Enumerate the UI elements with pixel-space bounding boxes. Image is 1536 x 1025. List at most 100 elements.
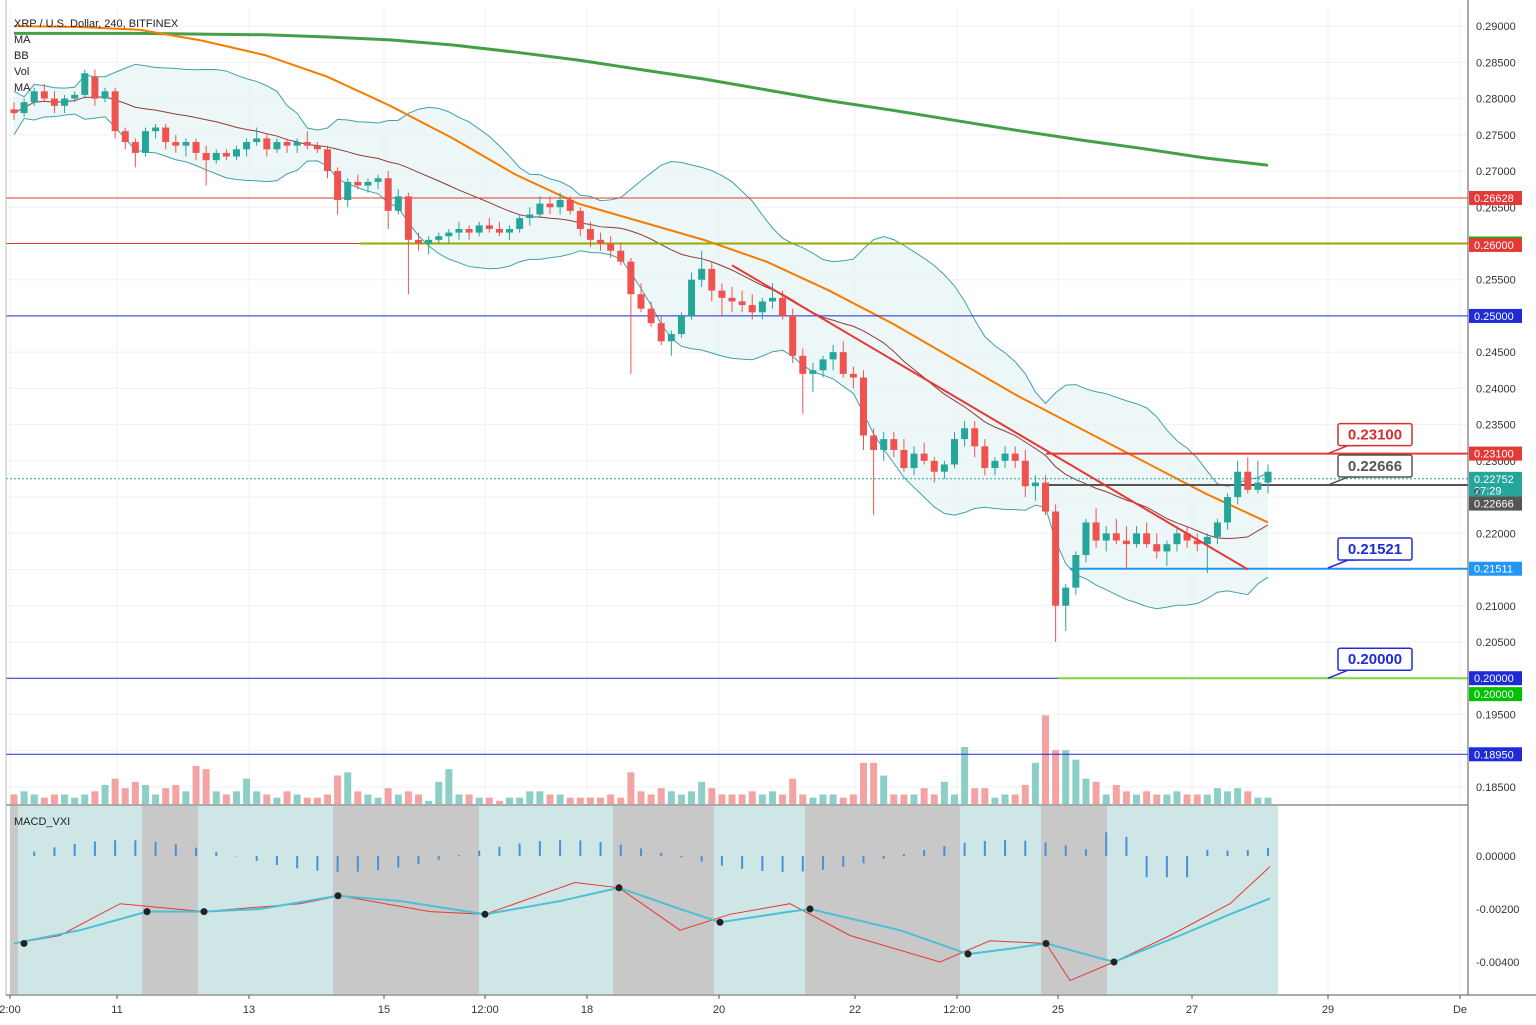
candle-body: [131, 142, 139, 153]
macd-cross-dot: [1042, 939, 1050, 947]
callout-box: [1337, 647, 1413, 671]
candle-body: [1143, 533, 1151, 545]
descending-trendline: [731, 264, 1249, 571]
candle-body: [789, 315, 797, 356]
volume-bar: [50, 794, 58, 804]
volume-bar: [617, 797, 625, 804]
volume-bar: [384, 788, 392, 804]
macd-signal-line: [13, 866, 1271, 982]
candle-body: [40, 91, 48, 99]
time-tick-label: 20: [713, 1004, 725, 1016]
price-tick-label: 0.23500: [1476, 420, 1516, 432]
indicator-ma-1[interactable]: MA: [14, 34, 31, 46]
volume-layer: [10, 715, 1272, 804]
price-tag-label: 0.21511: [1474, 564, 1513, 576]
candle-body: [859, 377, 867, 436]
volume-bar: [677, 794, 685, 804]
volume-bar: [1153, 794, 1161, 804]
volume-bar: [597, 797, 605, 804]
volume-bar: [374, 797, 382, 804]
volume-bar: [394, 794, 402, 804]
volume-bar: [1213, 788, 1221, 804]
macd-cross-dot: [1110, 958, 1118, 966]
volume-bar: [61, 794, 69, 804]
volume-bar: [273, 797, 281, 804]
volume-bar: [324, 794, 331, 804]
candle-body: [1092, 522, 1100, 541]
candle-body: [779, 297, 787, 316]
candle-body: [1102, 533, 1110, 541]
candle-body: [1082, 522, 1090, 556]
candle-body: [1264, 471, 1272, 483]
candle-body: [667, 334, 675, 342]
price-tag-bg: [1469, 446, 1522, 461]
candle-body: [313, 145, 321, 150]
candle-body: [708, 268, 716, 291]
candle-body: [364, 181, 372, 186]
candle-body: [890, 439, 898, 450]
volume-bar: [182, 791, 190, 804]
candle-body: [839, 352, 847, 374]
candle-body: [617, 250, 625, 262]
candle-body: [91, 76, 99, 99]
price-tag-bg: [1469, 671, 1522, 686]
candle-body: [526, 214, 534, 219]
candle-body: [516, 218, 524, 229]
price-tag-label: 0.26628: [1474, 193, 1514, 205]
volume-bar: [1011, 794, 1019, 804]
volume-bar: [910, 794, 918, 804]
volume-bar: [859, 762, 867, 804]
volume-bar: [131, 781, 139, 804]
candle-body: [152, 127, 160, 132]
callouts: 0.23100 0.22666 0.21521 0.20000: [1327, 422, 1413, 679]
candle-body: [566, 200, 574, 211]
candle-body: [435, 236, 443, 240]
candle-body: [334, 171, 342, 201]
volume-bar: [162, 788, 170, 804]
volume-bar: [819, 794, 827, 804]
time-tick-label: 29: [1322, 1004, 1334, 1016]
volume-bar: [657, 788, 665, 804]
macd-tick-label: -0.00200: [1476, 904, 1519, 916]
volume-bar: [971, 788, 979, 804]
candle-body: [738, 301, 746, 306]
volume-bar: [940, 781, 948, 804]
macd-cross-dot: [481, 910, 489, 918]
volume-bar: [698, 781, 706, 804]
macd-label[interactable]: MACD_VXI: [14, 816, 70, 828]
candle-body: [829, 352, 837, 360]
callout-box: [1337, 537, 1413, 561]
candle-body: [1153, 544, 1161, 552]
bb-fill: [14, 64, 1268, 609]
candle-body: [1193, 540, 1201, 545]
macd-cross-dot: [964, 950, 972, 958]
volume-bar: [40, 797, 48, 804]
volume-bar: [839, 797, 847, 804]
price-tick-label: 0.26500: [1476, 202, 1516, 214]
candle-body: [688, 279, 696, 316]
volume-bar: [1143, 791, 1151, 804]
candle-body: [1011, 453, 1019, 461]
indicator-ma-2[interactable]: MA: [14, 82, 31, 94]
price-tick-label: 0.28500: [1476, 57, 1516, 69]
candle-body: [1062, 587, 1070, 606]
macd-cross-dot: [143, 908, 151, 916]
macd-panel: [6, 804, 1468, 994]
callout-label: 0.23100: [1348, 427, 1402, 444]
volume-bar: [870, 762, 878, 804]
indicator-vol[interactable]: Vol: [14, 66, 29, 78]
indicator-bb[interactable]: BB: [14, 50, 29, 62]
macd-shaded-zone: [10, 806, 18, 994]
volume-bar: [748, 791, 756, 804]
candle-body: [627, 261, 635, 295]
candle-body: [586, 228, 594, 240]
candle-body: [506, 228, 514, 233]
volume-bar: [961, 747, 969, 804]
volume-bar: [829, 794, 837, 804]
candle-body: [657, 323, 665, 342]
volume-bar: [920, 788, 928, 804]
volume-bar: [1102, 794, 1110, 804]
price-tag-bg: [1469, 561, 1522, 576]
macd-cross-dot: [200, 908, 208, 916]
candle-body: [576, 210, 584, 229]
